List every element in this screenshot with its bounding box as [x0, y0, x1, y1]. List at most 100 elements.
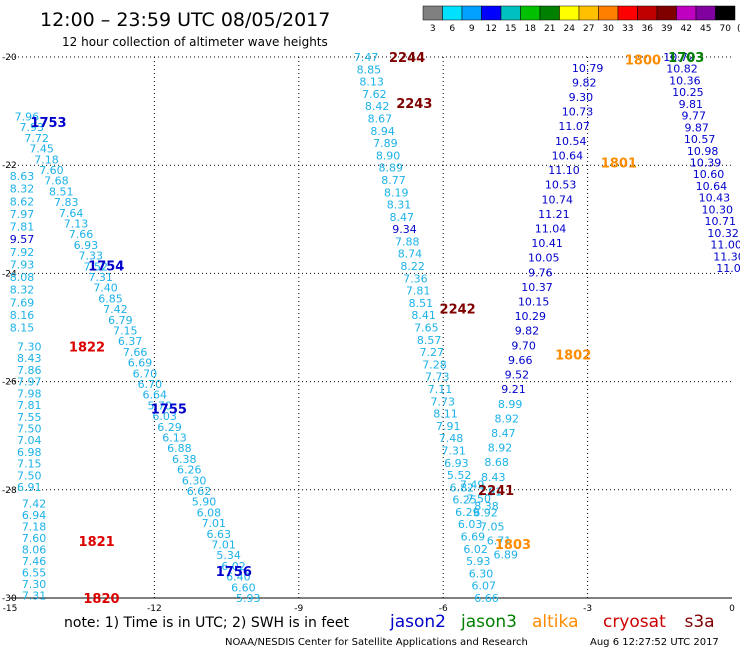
swh-value-mark: 7.72 — [24, 132, 49, 145]
swh-value-mark: 8.51 — [49, 185, 74, 198]
data-marks: 7.967.937.727.457.187.607.688.517.837.64… — [10, 51, 740, 605]
swh-value-mark: 8.99 — [498, 398, 523, 411]
swh-value-mark: 9.87 — [684, 121, 709, 134]
colorbar-swatch — [481, 5, 502, 21]
swh-value-mark: 6.29 — [157, 421, 182, 434]
swh-value-mark: 6.26 — [177, 464, 202, 477]
swh-value-mark: 7.64 — [59, 207, 84, 220]
swh-value-mark: 6.88 — [167, 442, 192, 455]
swh-value-mark: 6.69 — [461, 531, 486, 544]
swh-value-mark: 6.29 — [455, 506, 480, 519]
swh-value-mark: 9.66 — [508, 354, 533, 367]
swh-value-mark: 10.74 — [542, 193, 574, 206]
swh-value-mark: 10.79 — [572, 62, 604, 75]
colorbar-label: 9 — [469, 24, 475, 34]
swh-value-mark: 10.71 — [704, 215, 736, 228]
swh-value-mark: 11.04 — [535, 222, 567, 235]
swh-value-mark: 7.83 — [54, 196, 79, 209]
colorbar-label: 45 — [700, 24, 711, 34]
swh-value-mark: 6.70 — [138, 378, 163, 391]
credit-line: NOAA/NESDIS Center for Satellite Applica… — [225, 637, 528, 648]
swh-value-mark: 11.10 — [548, 164, 580, 177]
pass-time-label: 2242 — [440, 303, 476, 318]
swh-value-mark: 7.48 — [439, 432, 464, 445]
swh-value-mark: 6.37 — [118, 335, 143, 348]
y-tick-label: -28 — [2, 486, 17, 496]
swh-value-mark: 10.29 — [515, 310, 547, 323]
colorbar-label: 12 — [486, 24, 497, 34]
swh-value-mark: 6.85 — [98, 292, 123, 305]
swh-value-mark: 7.05 — [480, 521, 505, 534]
swh-value-mark: 6.62 — [187, 485, 212, 498]
pass-time-label: 1800 — [625, 54, 661, 69]
colorbar-label: 70 — [720, 24, 732, 34]
swh-value-mark: 8.77 — [381, 174, 406, 187]
swh-value-mark: 6.55 — [22, 566, 47, 579]
swh-value-mark: 9.82 — [572, 76, 597, 89]
pass-time-label: 2243 — [396, 97, 432, 112]
colorbar-swatch — [422, 5, 443, 21]
swh-value-mark: 6.93 — [74, 239, 99, 252]
swh-value-mark: 6.25 — [452, 494, 477, 507]
swh-value-mark: 8.11 — [433, 408, 458, 421]
colorbar-unit: (ft) — [737, 24, 740, 34]
pass-time-label: 1756 — [216, 565, 252, 580]
swh-value-mark: 8.85 — [357, 63, 382, 76]
plot-axes: -15 -12 -9 -6 -3 0-20-22-24-26-28-30 — [2, 53, 735, 614]
satellite-legend-item: altika — [532, 612, 579, 632]
swh-value-mark: 7.66 — [69, 228, 94, 241]
swh-value-mark: 5.90 — [192, 496, 217, 509]
swh-value-mark: 10.39 — [690, 156, 722, 169]
swh-value-mark: 7.04 — [17, 434, 42, 447]
pass-time-label: 1754 — [88, 259, 124, 274]
swh-value-mark: 7.91 — [478, 485, 503, 498]
swh-value-mark: 7.60 — [39, 164, 64, 177]
swh-value-mark: 10.43 — [699, 192, 731, 205]
swh-value-mark: 7.66 — [123, 346, 148, 359]
swh-value-mark: 10.98 — [687, 145, 719, 158]
pass-time-label: 1803 — [495, 538, 531, 553]
swh-value-mark: 7.42 — [103, 303, 128, 316]
colorbar-swatch — [637, 5, 658, 21]
swh-value-mark: 6.91 — [17, 481, 42, 494]
swh-value-mark: 8.51 — [409, 297, 434, 310]
swh-value-mark: 11.00 — [716, 262, 740, 275]
swh-value-mark: 9.30 — [569, 91, 594, 104]
swh-value-mark: 9.81 — [679, 98, 704, 111]
swh-value-mark: 10.54 — [555, 135, 587, 148]
swh-value-mark: 7.30 — [22, 578, 47, 591]
pass-time-label: 1753 — [30, 116, 66, 131]
swh-value-mark: 11.07 — [558, 120, 590, 133]
swh-value-mark: 9.70 — [511, 339, 536, 352]
swh-value-mark: 6.60 — [231, 581, 256, 594]
swh-value-mark: 8.15 — [10, 322, 35, 335]
x-tick-label: -6 — [439, 604, 448, 614]
x-tick-label: -15 — [3, 604, 18, 614]
satellite-legend-item: s3a — [685, 612, 715, 632]
swh-value-mark: 10.15 — [518, 296, 550, 309]
pass-time-label: 2241 — [478, 484, 514, 499]
satellite-legend-item: jason2 — [389, 612, 446, 632]
swh-value-mark: 10.30 — [702, 203, 734, 216]
swh-value-mark: 5.70 — [147, 399, 172, 412]
swh-value-mark: 6.94 — [22, 509, 47, 522]
colorbar-swatch — [656, 5, 677, 21]
pass-labels: 2244 2243 2242 2241 1800 1801 1802 1803 1703 1753… — [30, 51, 704, 607]
swh-value-mark: 11.21 — [538, 208, 570, 221]
colorbar-swatch — [559, 5, 580, 21]
swh-value-mark: 8.42 — [365, 100, 390, 113]
chart-subtitle: 12 hour collection of altimeter wave hei… — [62, 35, 328, 49]
swh-value-mark: 10.36 — [669, 74, 701, 87]
y-tick-label: -20 — [2, 53, 17, 63]
swh-value-mark: 7.93 — [20, 121, 45, 134]
swh-value-mark: 8.32 — [10, 183, 35, 196]
swh-value-mark: 7.40 — [93, 282, 118, 295]
swh-value-mark: 8.19 — [384, 186, 409, 199]
swh-value-mark: 7.01 — [211, 539, 236, 552]
swh-value-mark: 6.93 — [444, 457, 469, 470]
y-tick-label: -22 — [2, 161, 17, 171]
x-tick-label: -9 — [294, 604, 303, 614]
swh-value-mark: 7.18 — [34, 153, 59, 166]
swh-value-mark: 7.89 — [373, 137, 398, 150]
swh-value-mark: 8.13 — [359, 76, 384, 89]
